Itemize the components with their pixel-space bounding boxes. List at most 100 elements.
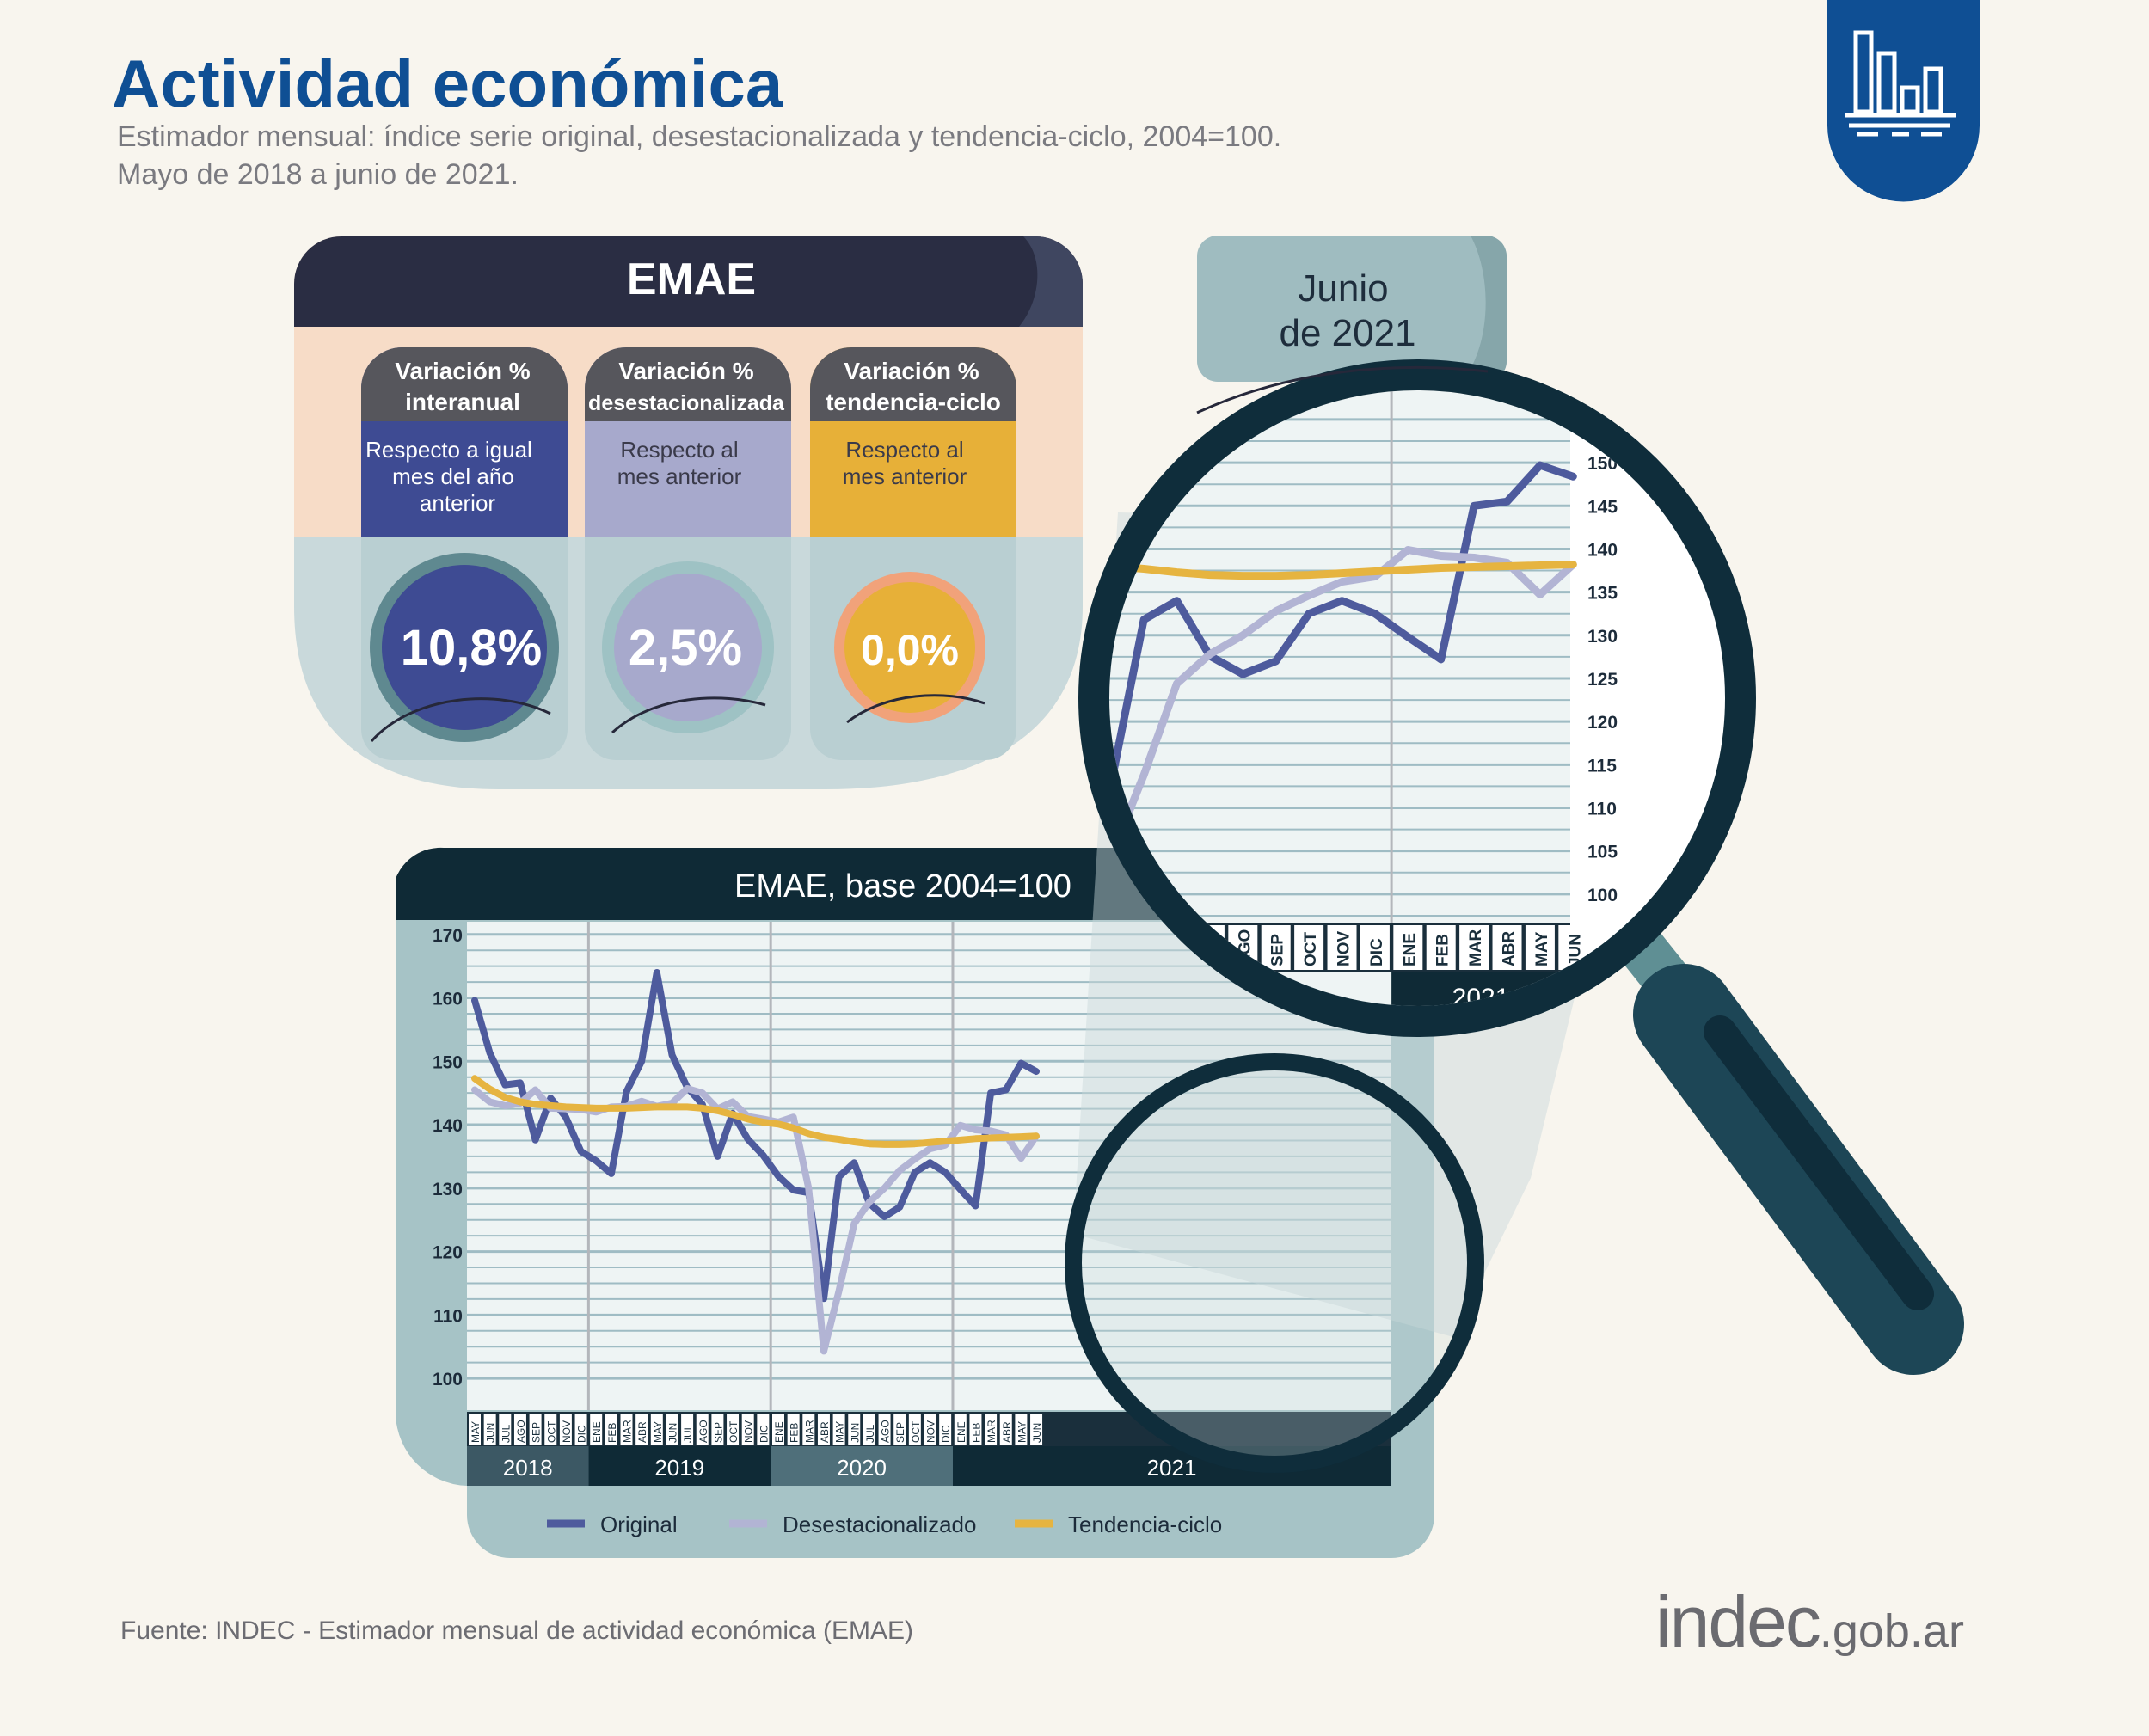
zoom-y-tick-label: 105	[1587, 843, 1618, 862]
month-cell	[787, 1414, 800, 1445]
month-cell	[772, 1414, 784, 1445]
kpi-card-desc: mes anterior	[843, 463, 967, 489]
x-tick-label: MAY	[470, 1421, 482, 1443]
month-cell	[696, 1414, 709, 1445]
kpi-value: 0,0%	[861, 626, 959, 674]
month-cell	[559, 1414, 572, 1445]
x-tick-label: ENE	[955, 1421, 967, 1443]
kpi-card-tendencia: Variación % tendencia-ciclo Respecto al …	[810, 347, 1016, 760]
month-cell	[1015, 1414, 1028, 1445]
indec-logo[interactable]: indec.gob.ar	[1655, 1580, 1964, 1664]
zoom-month-cell	[1492, 925, 1522, 970]
x-tick-label: FEB	[970, 1423, 982, 1443]
zoom-month-cell	[1426, 925, 1456, 970]
x-tick-label: NOV	[743, 1420, 755, 1443]
x-tick-label: OCT	[728, 1420, 740, 1443]
month-cell	[969, 1414, 982, 1445]
y-tick-label: 110	[433, 1306, 463, 1326]
x-tick-label: FEB	[789, 1423, 801, 1443]
zoom-tag: de 2021	[1279, 312, 1415, 354]
zoom-month-cell	[1294, 925, 1324, 970]
zoom-y-tick-label: 110	[1587, 800, 1617, 819]
x-tick-label: AGO	[880, 1420, 892, 1443]
page-title: Actividad económica	[112, 46, 783, 121]
x-tick-label: SEP	[531, 1422, 543, 1443]
kpi-panel-title: EMAE	[627, 255, 756, 304]
zoom-month-cell	[1327, 925, 1357, 970]
kpi-card-desestacionalizada: Variación % desestacionalizada Respecto …	[585, 347, 791, 760]
month-cell	[741, 1414, 754, 1445]
x-tick-label: MAY	[1016, 1421, 1028, 1443]
logo-domain: .gob.ar	[1819, 1605, 1964, 1657]
bar-chart-icon	[1827, 0, 1980, 202]
month-cell	[924, 1414, 936, 1445]
series-line-tendencia-ciclo	[471, 1075, 1040, 1148]
page-period: Mayo de 2018 a junio de 2021.	[117, 158, 519, 191]
chart-title: EMAE, base 2004=100	[734, 868, 1071, 905]
y-tick-label: 140	[433, 1116, 463, 1136]
month-cell	[727, 1414, 740, 1445]
legend-label: Original	[600, 1512, 678, 1537]
kpi-card-header: interanual	[405, 389, 520, 415]
x-tick-label: NOV	[925, 1420, 937, 1443]
x-tick-label: OCT	[545, 1420, 557, 1443]
x-tick-label: JUL	[682, 1424, 694, 1443]
y-tick-label: 120	[433, 1243, 463, 1263]
kpi-card-desc: mes anterior	[617, 463, 742, 489]
zoom-y-tick-label: 120	[1587, 713, 1618, 733]
x-tick-label: MAY	[652, 1421, 664, 1443]
month-cell	[939, 1414, 952, 1445]
x-tick-label: DIC	[758, 1425, 770, 1443]
month-cell	[802, 1414, 815, 1445]
zoom-x-tick-label: NOV	[1335, 931, 1354, 967]
month-cell	[711, 1414, 724, 1445]
month-cell	[832, 1414, 845, 1445]
x-tick-label: AGO	[697, 1420, 709, 1443]
kpi-card-header: Variación %	[395, 358, 530, 384]
zoom-month-cell	[1525, 925, 1555, 970]
month-cell	[513, 1414, 526, 1445]
x-tick-label: ENE	[591, 1421, 603, 1443]
kpi-card-desc: Respecto al	[845, 437, 963, 463]
zoom-month-cell	[1393, 925, 1423, 970]
zoom-month-cell	[1459, 925, 1489, 970]
x-tick-label: MAR	[622, 1420, 634, 1443]
month-cell	[817, 1414, 830, 1445]
x-tick-label: JUN	[485, 1423, 497, 1443]
series-line-original	[471, 969, 1040, 1303]
zoom-x-tick-label: MAR	[1467, 929, 1485, 966]
x-tick-label: OCT	[910, 1420, 922, 1443]
x-tick-label: JUN	[849, 1423, 861, 1443]
y-tick-label: 100	[433, 1370, 463, 1389]
x-tick-label: JUN	[1031, 1423, 1043, 1443]
month-cell	[605, 1414, 617, 1445]
month-cell	[908, 1414, 921, 1445]
month-cell	[483, 1414, 496, 1445]
kpi-card-interanual: Variación % interanual Respecto a igual …	[361, 347, 568, 760]
month-cell	[499, 1414, 512, 1445]
month-cell	[863, 1414, 875, 1445]
month-cell	[1030, 1414, 1043, 1445]
month-cell	[878, 1414, 891, 1445]
year-label: 2019	[654, 1455, 704, 1481]
kpi-value: 10,8%	[401, 620, 542, 676]
year-label: 2020	[837, 1455, 887, 1481]
x-tick-label: MAY	[834, 1421, 846, 1443]
zoom-x-tick-label: SEP	[1269, 934, 1287, 966]
month-cell	[666, 1414, 678, 1445]
month-cell	[848, 1414, 861, 1445]
x-tick-label: DIC	[576, 1425, 588, 1443]
x-tick-label: AGO	[515, 1420, 527, 1443]
x-tick-label: MAR	[803, 1420, 815, 1443]
zoom-y-tick-label: 145	[1587, 497, 1618, 517]
zoom-tag: Junio	[1298, 267, 1388, 310]
zoom-series-line-desestacionalizado	[1109, 495, 1577, 862]
kpi-card-header: tendencia-ciclo	[826, 389, 1001, 415]
zoom-month-cell	[1360, 925, 1390, 970]
x-tick-label: NOV	[561, 1420, 573, 1443]
zoom-month-cell	[1261, 925, 1291, 970]
kpi-panel: EMAE Variación % interanual Respecto a i…	[294, 236, 1083, 789]
x-tick-label: SEP	[894, 1422, 906, 1443]
zoom-x-tick-label: OCT	[1302, 932, 1320, 967]
